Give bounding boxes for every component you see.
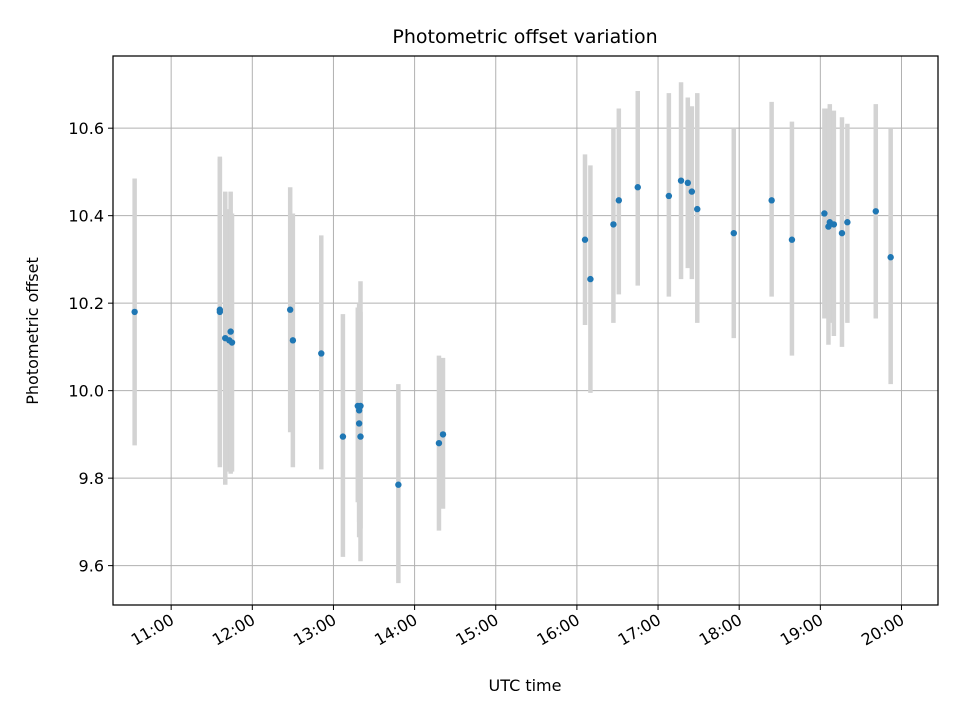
data-point [227,328,234,335]
data-point [216,308,224,316]
data-point [694,205,701,213]
x-axis-ticks: 11:00 12:00 13:00 14:00 15:00 16:00 17:00 18:00… [128,605,907,650]
data-point [821,210,828,217]
y-tick-label: 9.6 [79,557,104,576]
x-tick-label: 11:00 [128,610,177,650]
x-tick-label: 19:00 [777,610,826,650]
data-point [228,339,236,346]
x-tick-label: 14:00 [371,610,420,650]
data-point [665,192,673,200]
data-points [131,177,894,488]
y-tick-label: 10.6 [68,119,104,138]
x-tick-label: 15:00 [452,610,501,650]
data-point [439,431,447,438]
y-tick-label: 9.8 [79,469,104,488]
y-tick-label: 10.0 [68,382,104,401]
error-bars [132,82,893,584]
data-point [634,184,641,191]
y-axis-label: Photometric offset [23,257,42,405]
data-point [844,219,851,226]
data-point [355,420,363,427]
data-point [730,229,737,237]
data-point [768,197,775,204]
data-point [131,308,138,316]
data-point [435,439,443,447]
data-point [587,275,594,283]
x-tick-label: 17:00 [615,610,664,650]
x-tick-label: 18:00 [696,610,745,650]
data-point [872,208,879,215]
data-point [887,254,894,261]
x-tick-label: 16:00 [533,610,582,650]
x-tick-label: 20:00 [858,610,907,650]
data-point [286,306,294,313]
y-axis-ticks: 9.6 9.8 10.0 10.2 10.4 10.6 [68,119,113,576]
plot-frame [112,55,939,606]
y-tick-label: 10.4 [68,207,104,226]
data-point [357,433,364,440]
data-point [581,236,589,243]
grid-lines [113,56,938,605]
data-point [677,177,685,184]
data-point [289,337,297,344]
data-point [830,221,838,228]
data-point [615,197,623,204]
data-point [339,433,347,440]
data-point [688,188,696,195]
data-point [610,221,617,228]
data-point [684,179,691,187]
x-axis-label: UTC time [489,676,562,695]
x-tick-label: 13:00 [290,610,339,650]
data-point [357,402,364,410]
chart-title: Photometric offset variation [392,26,657,48]
y-tick-label: 10.2 [68,294,104,313]
data-point [788,236,796,243]
data-point [395,481,402,488]
data-point [318,350,325,357]
x-tick-label: 12:00 [209,610,258,650]
data-point [838,229,846,237]
